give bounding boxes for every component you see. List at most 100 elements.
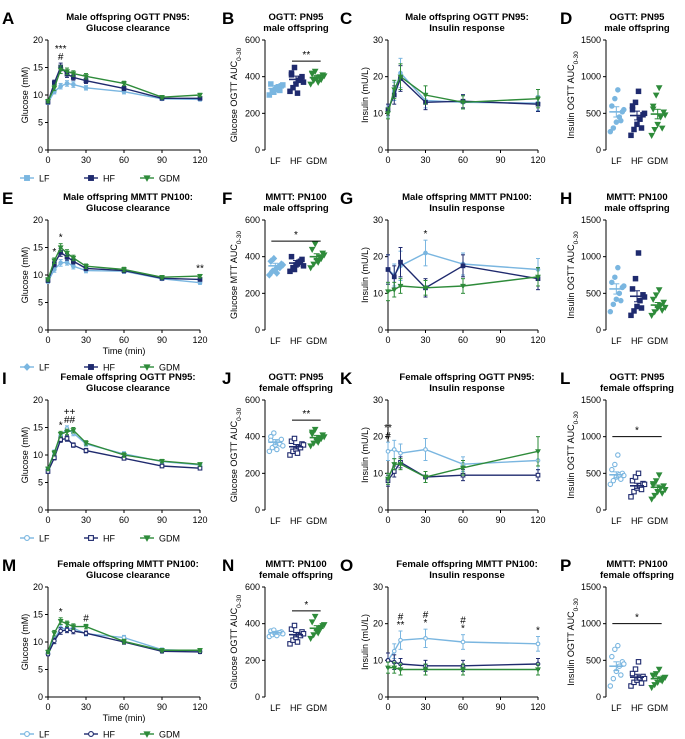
legend-label: HF	[103, 730, 115, 739]
data-point	[314, 259, 322, 266]
y-tick-label: 20	[33, 582, 43, 592]
y-axis-label: Insulin OGTT AUC0-30	[566, 598, 580, 686]
x-tick-label: 30	[420, 335, 430, 345]
legend-swatch-marker	[24, 535, 30, 541]
data-point	[398, 259, 403, 265]
panel-k: K Female offspring OGTT PN95:Insulin resp…	[340, 369, 546, 525]
data-point	[83, 624, 89, 630]
y-tick-label: 10	[373, 655, 383, 665]
panel-letter: E	[2, 189, 13, 208]
data-point	[661, 674, 669, 681]
panel-letter: G	[340, 189, 353, 208]
y-axis-label: Insulin OGTT AUC0-30	[566, 231, 580, 319]
data-point	[628, 683, 634, 689]
legend-item-gdm: GDM	[140, 174, 180, 184]
data-point	[70, 442, 76, 448]
data-point	[64, 627, 70, 633]
data-point	[649, 482, 657, 489]
legend: LF HF GDM	[20, 363, 180, 373]
panel-letter: F	[222, 189, 232, 208]
y-tick-label: 400	[245, 72, 260, 82]
y-tick-label: 200	[245, 288, 260, 298]
y-tick-label: 1000	[581, 432, 601, 442]
significance-marker: #	[58, 52, 64, 63]
data-point	[535, 274, 541, 281]
data-point	[612, 646, 618, 653]
x-category-label: LF	[270, 516, 281, 526]
y-axis-label: Glucose MTT AUC0-30	[229, 231, 243, 319]
legend-swatch-marker	[24, 731, 30, 737]
y-tick-label: 500	[586, 108, 601, 118]
y-axis-label: Glucose (mM)	[20, 427, 30, 484]
group-lf	[607, 642, 627, 689]
data-point	[70, 82, 76, 87]
y-tick-label: 500	[586, 468, 601, 478]
data-point	[661, 487, 669, 494]
data-point	[308, 619, 316, 626]
group-lf	[266, 430, 286, 455]
data-point	[83, 85, 89, 91]
significance-marker: *	[52, 247, 56, 258]
data-point	[70, 255, 77, 262]
data-point	[621, 661, 627, 667]
data-point	[159, 95, 165, 101]
legend-label: HF	[103, 363, 115, 373]
legend-label: LF	[39, 534, 50, 544]
x-tick-label: 90	[157, 335, 167, 345]
data-point	[655, 287, 663, 294]
x-tick-label: 60	[458, 515, 468, 525]
data-point	[83, 264, 89, 270]
data-point	[609, 653, 615, 660]
legend-item-lf: LF	[20, 730, 50, 739]
x-tick-label: 30	[420, 515, 430, 525]
x-tick-label: 60	[119, 515, 129, 525]
group-hf	[628, 659, 648, 689]
data-point	[58, 260, 64, 266]
data-point	[460, 100, 466, 106]
y-tick-label: 0	[38, 505, 43, 515]
x-tick-label: 90	[157, 155, 167, 165]
data-point	[385, 665, 391, 671]
significance-marker: *	[461, 624, 465, 635]
group-hf	[628, 470, 648, 500]
x-tick-label: 90	[495, 155, 505, 165]
data-point	[649, 672, 657, 679]
data-point	[397, 667, 404, 673]
series-line	[387, 75, 539, 114]
y-tick-label: 0	[596, 505, 601, 515]
y-tick-label: 5	[38, 298, 43, 308]
y-tick-label: 0	[378, 145, 383, 155]
data-point	[288, 438, 295, 444]
data-point	[657, 114, 665, 121]
panel-g: G Male offspring MMTT PN100:Insulin respo…	[340, 189, 546, 345]
data-point	[64, 250, 70, 257]
data-point	[654, 121, 662, 129]
panel-title: female offspring	[600, 383, 674, 394]
data-point	[294, 90, 301, 96]
y-tick-label: 1500	[581, 395, 601, 405]
data-point	[616, 290, 623, 297]
data-point	[197, 92, 203, 99]
legend-item-lf: LF	[20, 174, 50, 184]
data-point	[609, 103, 615, 109]
data-point	[648, 496, 656, 503]
panel-title: Insulin response	[429, 203, 505, 214]
series-gdm	[385, 436, 541, 485]
y-tick-label: 1500	[581, 582, 601, 592]
panel-title: Insulin response	[429, 23, 505, 34]
panel-letter: K	[340, 369, 353, 388]
y-axis-label: Glucose OGTT AUC0-30	[229, 594, 243, 689]
x-category-label: LF	[270, 156, 281, 166]
panel-title: male offspring	[263, 203, 329, 214]
y-tick-label: 0	[255, 505, 260, 515]
data-point	[621, 283, 627, 289]
data-point	[51, 258, 58, 264]
data-point	[385, 289, 391, 295]
data-point	[658, 490, 666, 497]
series-gdm	[45, 427, 203, 472]
legend-label: LF	[39, 174, 50, 184]
data-point	[631, 126, 637, 133]
y-tick-label: 30	[373, 582, 383, 592]
